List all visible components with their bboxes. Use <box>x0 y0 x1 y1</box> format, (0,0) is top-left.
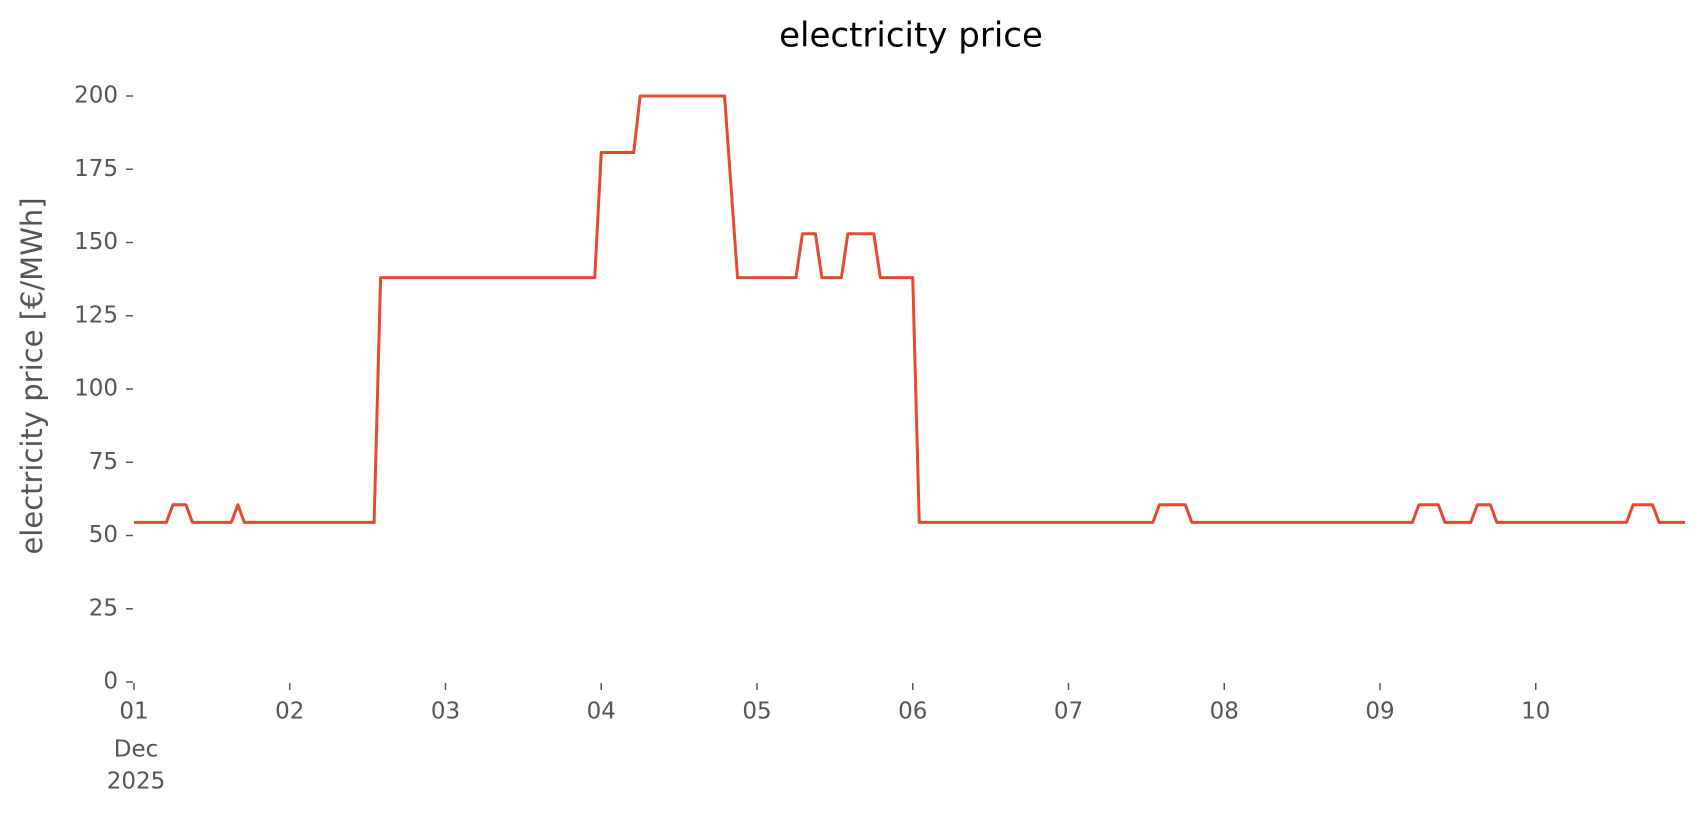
y-tick-label: 25 <box>89 595 118 621</box>
y-tick-label: 200 <box>74 83 118 109</box>
y-tick-label: 100 <box>74 376 118 402</box>
x-tick-label: 09 <box>1365 699 1394 725</box>
y-axis-label: electricity price [€/MWh] <box>15 197 49 554</box>
x-tick-label: 02 <box>275 699 304 725</box>
x-axis-year: 2025 <box>107 769 166 795</box>
x-axis-month: Dec <box>114 737 159 763</box>
y-tick-label: 150 <box>74 229 118 255</box>
x-tick-label: 05 <box>742 699 771 725</box>
line <box>134 94 1685 524</box>
x-tick-label: 04 <box>587 699 616 725</box>
y-tick-label: 175 <box>74 156 118 182</box>
x-tick-label: 03 <box>431 699 460 725</box>
x-tick-label: 10 <box>1521 699 1550 725</box>
x-tick-label: 07 <box>1054 699 1083 725</box>
x-tick-label: 06 <box>898 699 927 725</box>
y-tick-label: 75 <box>89 449 118 475</box>
y-tick-label: 0 <box>103 669 118 695</box>
y-tick-label: 125 <box>74 302 118 328</box>
y-tick-label: 50 <box>89 522 118 548</box>
x-tick-label: 08 <box>1210 699 1239 725</box>
x-tick-label: 01 <box>119 699 148 725</box>
chart-title: electricity price <box>779 16 1043 56</box>
